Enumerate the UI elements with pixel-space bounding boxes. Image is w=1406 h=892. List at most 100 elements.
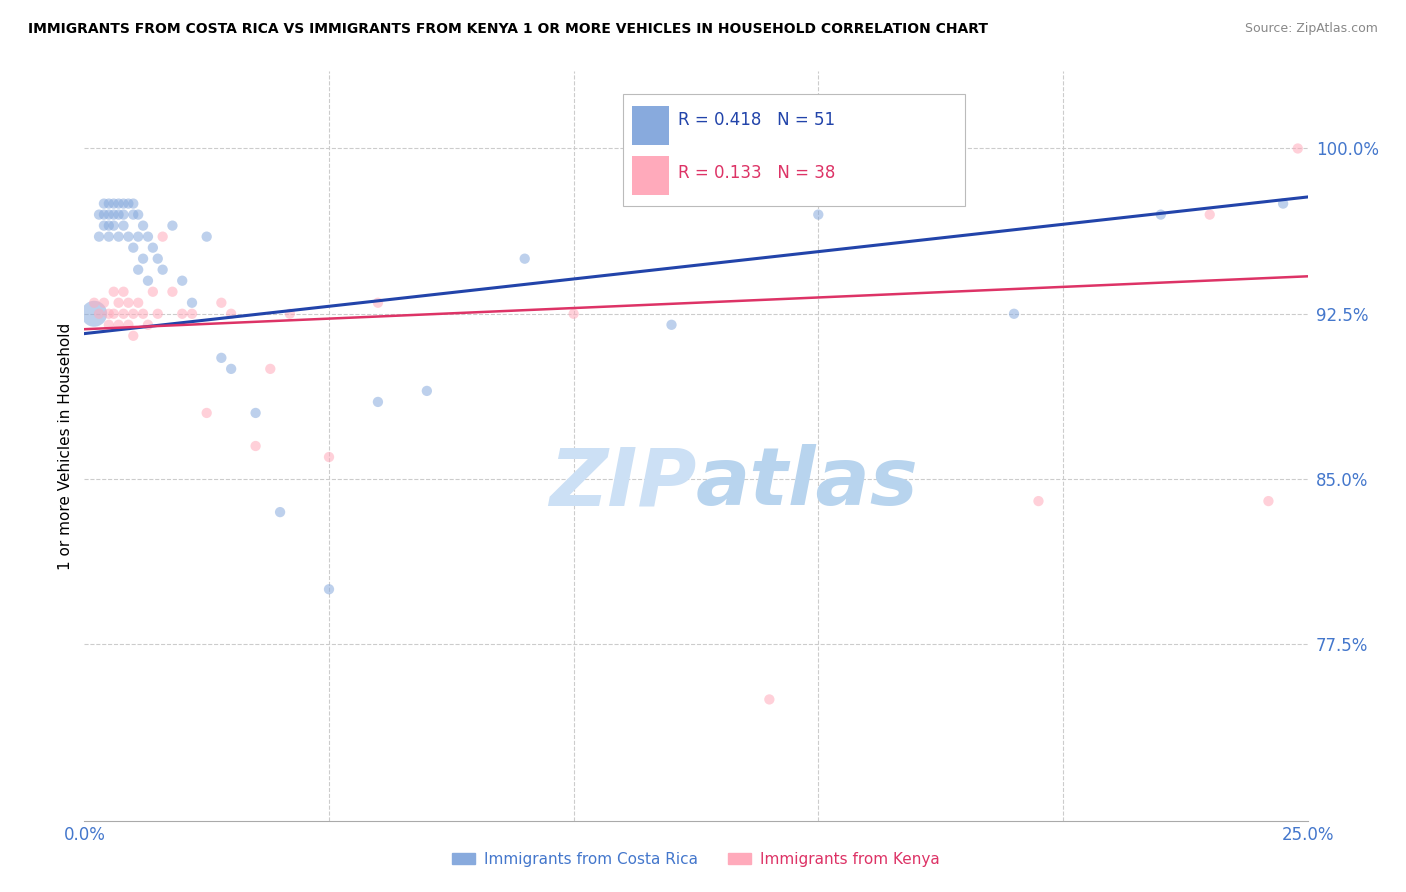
Point — [83, 307, 105, 321]
Point — [132, 252, 155, 266]
Point — [142, 241, 165, 255]
Point — [97, 219, 120, 233]
Point — [112, 307, 135, 321]
Point — [97, 196, 120, 211]
Point — [127, 208, 149, 222]
Text: ZIP: ZIP — [548, 444, 696, 523]
Point — [97, 318, 120, 332]
Y-axis label: 1 or more Vehicles in Household: 1 or more Vehicles in Household — [58, 322, 73, 570]
Point — [132, 219, 155, 233]
Point — [83, 295, 105, 310]
Point — [758, 692, 780, 706]
Point — [1272, 196, 1295, 211]
Point — [122, 328, 145, 343]
Point — [259, 362, 281, 376]
Point — [97, 229, 120, 244]
Point — [97, 208, 120, 222]
Point — [87, 307, 110, 321]
Point — [103, 219, 125, 233]
Point — [1150, 208, 1173, 222]
Point — [162, 219, 184, 233]
Point — [103, 208, 125, 222]
Point — [107, 318, 129, 332]
Point — [245, 406, 267, 420]
Point — [112, 196, 135, 211]
Point — [107, 208, 129, 222]
Point — [87, 229, 110, 244]
Point — [162, 285, 184, 299]
Point — [93, 208, 115, 222]
Point — [195, 229, 218, 244]
Point — [103, 285, 125, 299]
Point — [112, 285, 135, 299]
FancyBboxPatch shape — [633, 106, 669, 145]
Point — [136, 318, 159, 332]
Point — [219, 307, 242, 321]
Point — [127, 295, 149, 310]
Text: Source: ZipAtlas.com: Source: ZipAtlas.com — [1244, 22, 1378, 36]
Point — [127, 262, 149, 277]
Point — [93, 295, 115, 310]
Point — [1002, 307, 1025, 321]
Text: atlas: atlas — [696, 444, 918, 523]
Point — [97, 307, 120, 321]
Point — [112, 219, 135, 233]
Point — [807, 208, 830, 222]
Point — [562, 307, 585, 321]
Text: IMMIGRANTS FROM COSTA RICA VS IMMIGRANTS FROM KENYA 1 OR MORE VEHICLES IN HOUSEH: IMMIGRANTS FROM COSTA RICA VS IMMIGRANTS… — [28, 22, 988, 37]
Point — [93, 219, 115, 233]
Point — [1198, 208, 1220, 222]
Point — [107, 229, 129, 244]
Point — [1257, 494, 1279, 508]
Point — [416, 384, 439, 398]
Point — [1028, 494, 1050, 508]
Point — [132, 307, 155, 321]
Point — [87, 208, 110, 222]
Text: R = 0.133   N = 38: R = 0.133 N = 38 — [678, 163, 835, 181]
Point — [245, 439, 267, 453]
Point — [318, 450, 340, 464]
Point — [195, 406, 218, 420]
Point — [661, 318, 683, 332]
Point — [146, 307, 169, 321]
Point — [117, 229, 139, 244]
Point — [122, 241, 145, 255]
Point — [107, 196, 129, 211]
Point — [181, 307, 204, 321]
Point — [146, 252, 169, 266]
FancyBboxPatch shape — [623, 94, 965, 206]
Point — [136, 274, 159, 288]
Point — [172, 307, 194, 321]
Point — [127, 229, 149, 244]
Point — [152, 262, 174, 277]
Point — [103, 307, 125, 321]
Legend: Immigrants from Costa Rica, Immigrants from Kenya: Immigrants from Costa Rica, Immigrants f… — [446, 846, 946, 873]
Point — [117, 318, 139, 332]
Point — [122, 196, 145, 211]
Point — [318, 582, 340, 597]
Point — [269, 505, 291, 519]
Point — [367, 395, 389, 409]
Point — [181, 295, 204, 310]
Point — [117, 196, 139, 211]
Point — [93, 196, 115, 211]
Point — [122, 208, 145, 222]
Point — [117, 295, 139, 310]
Point — [219, 362, 242, 376]
Point — [367, 295, 389, 310]
Point — [136, 229, 159, 244]
Point — [1286, 141, 1309, 155]
Point — [513, 252, 536, 266]
FancyBboxPatch shape — [633, 156, 669, 195]
Point — [152, 229, 174, 244]
Point — [278, 307, 301, 321]
Point — [107, 295, 129, 310]
Text: R = 0.418   N = 51: R = 0.418 N = 51 — [678, 112, 835, 129]
Point — [112, 208, 135, 222]
Point — [122, 307, 145, 321]
Point — [172, 274, 194, 288]
Point — [209, 295, 232, 310]
Point — [103, 196, 125, 211]
Point — [209, 351, 232, 365]
Point — [142, 285, 165, 299]
